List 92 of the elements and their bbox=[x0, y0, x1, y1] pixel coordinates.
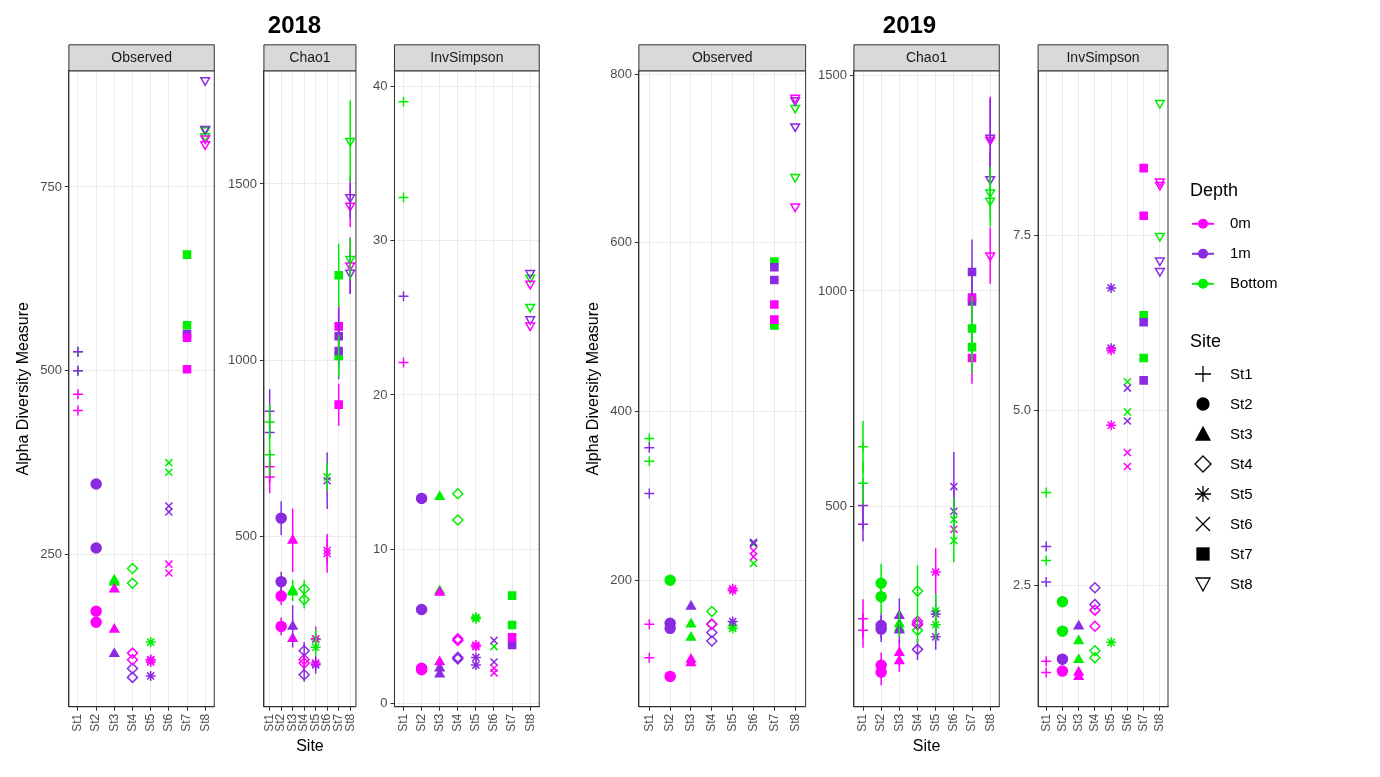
chart-subtitle: Observed bbox=[691, 48, 753, 65]
x-tick-label: St4 bbox=[704, 713, 719, 732]
x-tick-label: St2 bbox=[873, 713, 888, 732]
y-tick-label: 800 bbox=[610, 65, 632, 81]
x-tick-label: St4 bbox=[1087, 713, 1102, 732]
y-tick-label: 1000 bbox=[818, 282, 847, 298]
y-tick-label: 400 bbox=[610, 403, 632, 419]
x-tick-label: St3 bbox=[683, 713, 698, 732]
x-tick-label: St8 bbox=[787, 713, 802, 732]
category-label: St7 bbox=[1230, 545, 1253, 563]
x-axis-title: Site bbox=[912, 736, 941, 754]
y-tick-label: 1000 bbox=[228, 351, 257, 367]
x-tick-label: St7 bbox=[1135, 713, 1150, 732]
x-tick-label: St1 bbox=[395, 713, 410, 732]
y-tick-label: 500 bbox=[235, 528, 257, 544]
y-tick-label: 0 bbox=[380, 695, 388, 711]
x-tick-label: St8 bbox=[982, 713, 997, 732]
x-tick-label: St7 bbox=[964, 713, 979, 732]
y-tick-label: 20 bbox=[372, 386, 388, 402]
x-tick-label: St6 bbox=[745, 713, 760, 732]
x-tick-label: St7 bbox=[331, 713, 345, 732]
x-tick-label: St3 bbox=[106, 713, 121, 732]
legend-label: 0m bbox=[1230, 213, 1251, 231]
y-tick-label: 10 bbox=[372, 540, 388, 556]
y-tick-label: 500 bbox=[40, 362, 62, 378]
chart-subtitle: Chao1 bbox=[289, 48, 331, 65]
x-axis-title: Site bbox=[296, 736, 324, 754]
y-tick-label: 1500 bbox=[228, 175, 257, 191]
chart-title: 2018 bbox=[267, 11, 322, 39]
y-tick-label: 40 bbox=[372, 77, 388, 93]
x-tick-label: St3 bbox=[432, 713, 447, 732]
y-tick-label: 750 bbox=[40, 178, 62, 194]
x-tick-label: St1 bbox=[70, 713, 85, 732]
x-tick-label: St2 bbox=[662, 713, 677, 732]
category-label: St3 bbox=[1230, 425, 1253, 443]
x-tick-label: St6 bbox=[319, 713, 334, 732]
chart-subtitle: InvSimpson bbox=[430, 48, 504, 65]
x-tick-label: St1 bbox=[261, 713, 276, 732]
y-axis-title: Alpha Diversity Measure bbox=[14, 302, 32, 476]
y-tick-label: 30 bbox=[372, 232, 388, 248]
x-tick-label: St6 bbox=[161, 713, 176, 732]
chart-subtitle: InvSimpson bbox=[1066, 48, 1140, 65]
x-tick-label: St3 bbox=[1070, 713, 1085, 732]
category-label: St2 bbox=[1230, 395, 1253, 413]
chart-subtitle: Observed bbox=[111, 48, 172, 65]
x-tick-label: St8 bbox=[342, 713, 357, 732]
x-tick-label: St1 bbox=[641, 713, 656, 732]
x-tick-label: St6 bbox=[946, 713, 961, 732]
x-tick-label: St2 bbox=[413, 713, 428, 732]
x-tick-label: St7 bbox=[179, 713, 194, 732]
x-tick-label: St2 bbox=[1054, 713, 1069, 732]
y-tick-label: 500 bbox=[825, 498, 847, 514]
x-tick-label: St4 bbox=[909, 713, 924, 732]
legend-label: 1m bbox=[1230, 243, 1251, 261]
chart-subtitle: Chao1 bbox=[905, 48, 948, 65]
x-tick-label: St5 bbox=[142, 713, 157, 732]
y-tick-label: 200 bbox=[610, 571, 632, 587]
x-tick-label: St7 bbox=[504, 713, 519, 732]
x-tick-label: St2 bbox=[88, 713, 103, 732]
x-tick-label: St5 bbox=[468, 713, 483, 732]
x-tick-label: St5 bbox=[308, 713, 322, 732]
x-tick-label: St4 bbox=[296, 713, 311, 732]
y-tick-label: 5.0 bbox=[1012, 402, 1032, 418]
x-tick-label: St8 bbox=[1152, 713, 1167, 732]
category-label: St8 bbox=[1230, 575, 1253, 593]
x-tick-label: St8 bbox=[522, 713, 537, 732]
legend-label: Bottom bbox=[1230, 273, 1278, 291]
x-tick-label: St7 bbox=[766, 713, 781, 732]
x-tick-label: St5 bbox=[1103, 713, 1118, 732]
x-tick-label: St6 bbox=[1119, 713, 1134, 732]
x-tick-label: St5 bbox=[928, 713, 942, 732]
x-tick-label: St1 bbox=[1038, 713, 1053, 732]
y-tick-label: 250 bbox=[40, 546, 62, 562]
y-tick-label: 2.5 bbox=[1012, 577, 1032, 593]
chart-title: 2019 bbox=[882, 11, 937, 39]
y-tick-label: 600 bbox=[610, 234, 632, 250]
text: Depth bbox=[1190, 179, 1239, 200]
category-label: St1 bbox=[1230, 365, 1253, 383]
x-tick-label: St1 bbox=[855, 713, 870, 732]
x-tick-label: St3 bbox=[891, 713, 906, 732]
x-tick-label: St8 bbox=[197, 713, 212, 732]
y-tick-label: 1500 bbox=[818, 66, 847, 82]
x-tick-label: St6 bbox=[486, 713, 501, 732]
category-label: St5 bbox=[1230, 485, 1253, 503]
y-tick-label: 7.5 bbox=[1012, 226, 1032, 242]
category-label: St4 bbox=[1230, 455, 1253, 473]
y-axis-title: Alpha Diversity Measure bbox=[584, 302, 602, 476]
category-label: St6 bbox=[1230, 515, 1253, 533]
x-tick-label: St4 bbox=[124, 713, 139, 732]
text: Site bbox=[1190, 330, 1222, 351]
x-tick-label: St5 bbox=[724, 713, 739, 732]
x-tick-label: St4 bbox=[450, 713, 465, 732]
